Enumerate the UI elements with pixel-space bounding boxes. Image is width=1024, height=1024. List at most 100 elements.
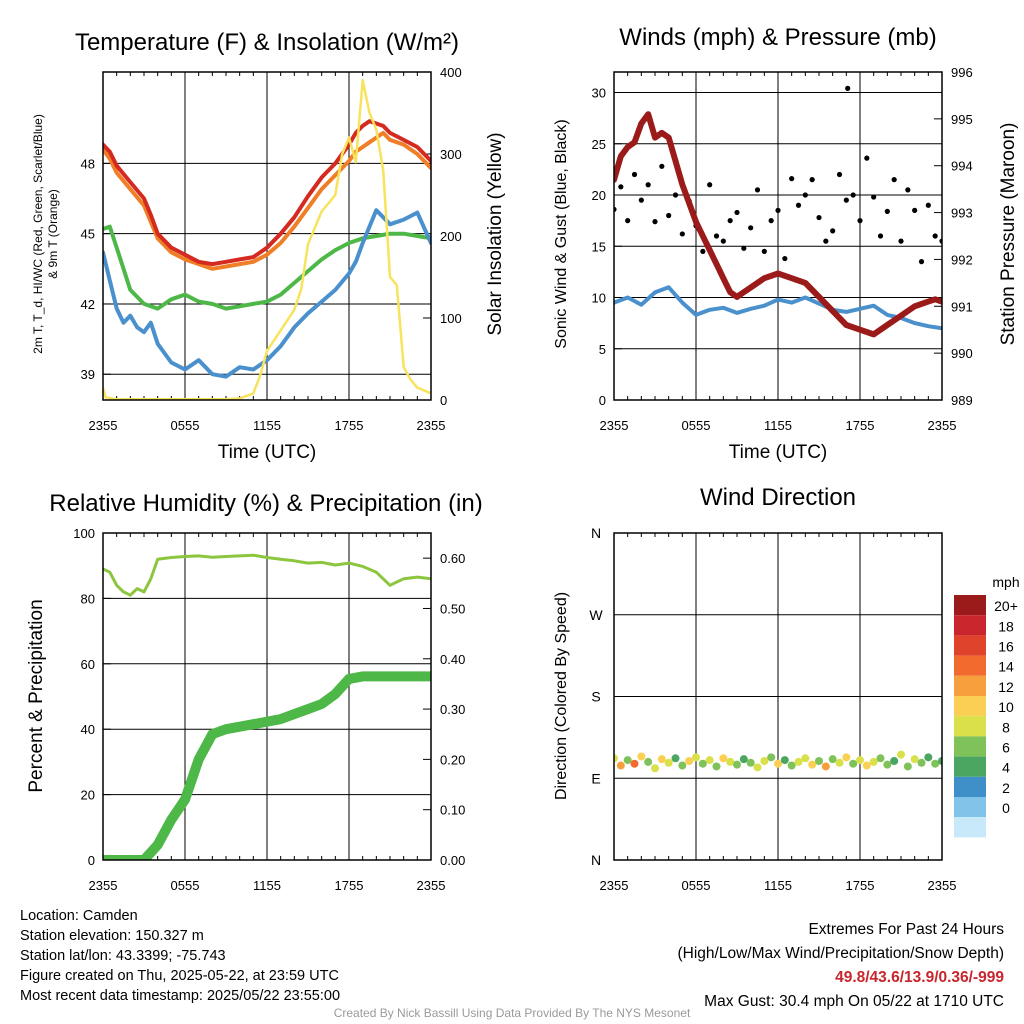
temp-title: Temperature (F) & Insolation (W/m²) <box>75 29 459 56</box>
winds-scatter-point <box>823 238 829 244</box>
humidity-ytick-label: 20 <box>81 788 95 803</box>
wind_direction-ytick-label: W <box>589 607 603 623</box>
winds-scatter-point <box>631 171 638 178</box>
direction-point <box>767 753 776 762</box>
winds-scatter-point <box>638 197 644 203</box>
winds-scatter-point <box>871 194 877 200</box>
direction-point <box>924 753 933 762</box>
winds-scatter-point <box>802 192 808 198</box>
wind-xlabel: Time (UTC) <box>729 442 828 463</box>
winds-scatter-point <box>713 233 720 239</box>
legend-swatch <box>954 635 986 656</box>
temperature-series-group <box>103 78 431 400</box>
direction-point <box>623 756 632 765</box>
winds-series-line <box>614 285 942 331</box>
legend-label: 20+ <box>994 598 1018 614</box>
winds-scatter-point <box>652 219 658 225</box>
direction-point <box>657 755 666 764</box>
winds-scatter-point <box>754 187 761 193</box>
humidity-series-group <box>103 553 431 860</box>
temperature-xtick-label: 1755 <box>335 418 364 433</box>
humidity-ytick-label: 60 <box>81 657 95 672</box>
winds-scatter-point <box>795 202 802 208</box>
winds-scatter-point <box>816 214 822 221</box>
winds-scatter-point <box>932 233 938 239</box>
direction-point <box>856 756 864 765</box>
winds-y2tick-label: 989 <box>951 393 973 408</box>
temperature-frame <box>102 71 432 401</box>
wind_direction-ytick-label: S <box>591 689 600 705</box>
winds-xtick-label: 2355 <box>928 418 957 433</box>
legend-label: 4 <box>1002 760 1010 776</box>
winds-scatter-point <box>905 187 911 193</box>
location-text: Location: Camden <box>20 908 138 924</box>
wind_direction-frame <box>613 532 943 861</box>
humidity-xtick-label: 2355 <box>417 878 446 893</box>
winds-xtick-label: 0555 <box>682 418 711 433</box>
direction-point <box>733 760 741 769</box>
winds-scatter-point <box>672 192 679 198</box>
winds-scatter-point <box>877 233 884 239</box>
winds-scatter-point <box>830 228 836 234</box>
direction-point <box>931 759 940 768</box>
wind_direction-ytick-label: E <box>591 770 600 786</box>
station-info: Location: Camden Station elevation: 150.… <box>20 906 340 1006</box>
wind_direction-xtick-label: 2355 <box>600 878 629 893</box>
temperature-xtick-label: 0555 <box>171 418 200 433</box>
winds-xtick-label: 2355 <box>600 418 629 433</box>
legend-swatch <box>954 675 986 696</box>
direction-point <box>903 762 912 771</box>
humidity-y2tick-label: 0.50 <box>440 601 465 616</box>
temperature-xtick-label: 2355 <box>417 418 446 433</box>
winds-ytick-label: 25 <box>592 137 606 152</box>
winds-y2tick-label: 990 <box>951 346 973 361</box>
extremes-values: 49.8/43.6/13.9/0.36/-999 <box>835 969 1004 986</box>
legend-label: 2 <box>1002 780 1010 796</box>
direction-point <box>616 761 625 770</box>
winds-scatter-point <box>864 155 870 161</box>
winds-scatter-point <box>843 197 849 203</box>
winds-ytick-label: 15 <box>592 239 606 254</box>
winds-frame <box>613 71 943 401</box>
winds-scatter-point <box>836 171 843 178</box>
humidity-y2tick-label: 0.00 <box>440 853 465 868</box>
winds-scatter-point <box>782 255 788 262</box>
winds-scatter-point <box>918 259 925 265</box>
legend-swatch <box>954 797 986 818</box>
legend-unit: mph <box>992 574 1019 590</box>
winds-ytick-label: 5 <box>599 342 606 357</box>
legend-label: 16 <box>998 639 1014 655</box>
legend-swatch <box>954 817 986 838</box>
direction-point <box>828 755 837 764</box>
temperature-ytick-label: 48 <box>81 156 95 171</box>
credit-text: Created By Nick Bassill Using Data Provi… <box>333 1006 691 1020</box>
winds-scatter-point <box>734 209 740 216</box>
winds-scatter-point <box>891 177 897 183</box>
winds-scatter-point <box>659 163 665 169</box>
direction-point <box>808 760 817 769</box>
winds-scatter-point <box>625 218 631 224</box>
legend-swatch <box>954 696 986 717</box>
direction-point <box>842 753 851 762</box>
direction-point <box>705 756 714 765</box>
direction-point <box>644 757 653 766</box>
direction-point <box>739 755 748 764</box>
winds-y2tick-label: 996 <box>951 65 973 80</box>
winds-scatter-point <box>768 218 774 224</box>
max-gust-text: Max Gust: 30.4 mph On 05/22 at 1710 UTC <box>704 993 1004 1010</box>
temperature-ytick-label: 39 <box>81 367 95 382</box>
extremes-desc: (High/Low/Max Wind/Precipitation/Snow De… <box>677 945 1005 962</box>
dir-title: Wind Direction <box>700 484 856 511</box>
humidity-y2tick-label: 0.30 <box>440 702 465 717</box>
legend-label: 8 <box>1002 719 1010 735</box>
winds-scatter-point <box>761 248 767 254</box>
winds-scatter-point <box>775 207 781 213</box>
winds-scatter-point <box>845 85 851 91</box>
temperature-y2tick-label: 300 <box>440 147 462 162</box>
temperature-y2tick-label: 200 <box>440 229 462 244</box>
legend-label: 10 <box>998 699 1014 715</box>
temp-ylabel-1: 2m T, T_d, HI/WC (Red, Green, Scarlet/Bl… <box>31 114 45 354</box>
direction-point <box>726 757 735 766</box>
humidity-xtick-label: 1155 <box>253 878 281 893</box>
direction-point <box>801 754 810 763</box>
